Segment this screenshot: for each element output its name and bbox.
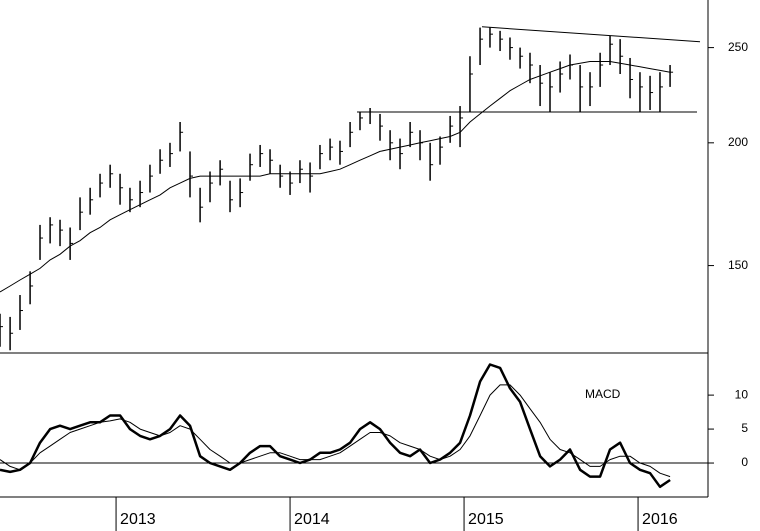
y-tick-label: 150 [728,258,748,272]
y-tick-label: 5 [741,421,748,435]
trendline [481,26,701,43]
y-tick-label: 0 [741,455,748,469]
x-tick-label: 2015 [468,511,504,528]
macd-line [0,363,671,489]
y-tick-label: 250 [728,40,748,54]
y-tick-label: 200 [728,135,748,149]
x-tick-label: 2016 [642,511,678,528]
x-tick-label: 2014 [294,511,330,528]
y-tick-label: 10 [735,387,749,401]
x-tick-label: 2013 [120,511,156,528]
macd-label: MACD [585,387,621,401]
macd-line [0,384,671,478]
moving-average [0,61,671,293]
